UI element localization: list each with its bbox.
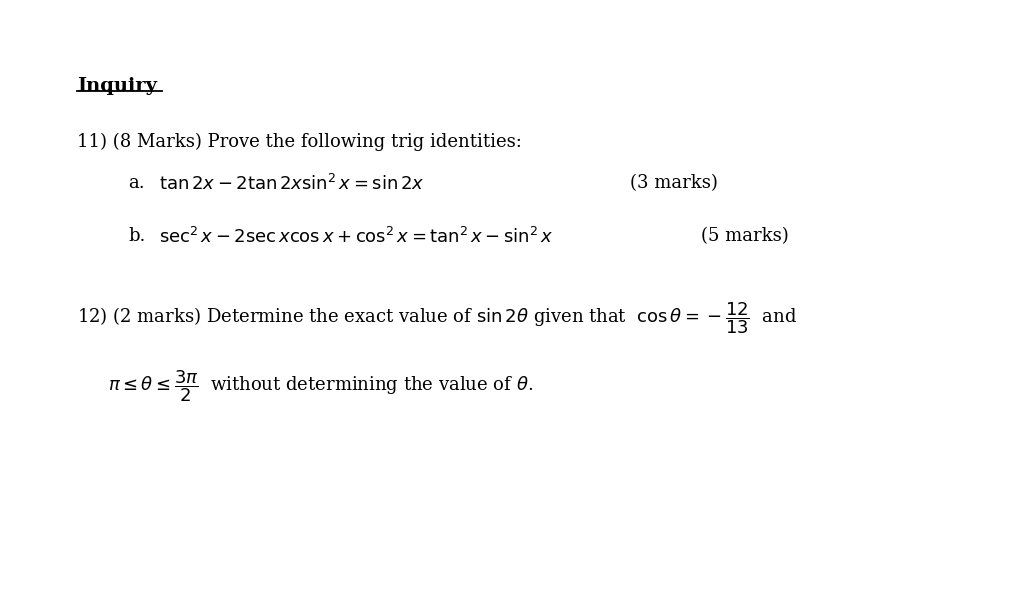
Text: $\sec^2 x - 2\sec x \cos x + \cos^2 x = \tan^2 x - \sin^2 x$: $\sec^2 x - 2\sec x \cos x + \cos^2 x = … [159,227,553,247]
Text: (5 marks): (5 marks) [701,227,790,245]
Text: Inquiry: Inquiry [77,77,157,95]
Text: 12) (2 marks) Determine the exact value of $\sin 2\theta$ given that  $\cos\thet: 12) (2 marks) Determine the exact value … [77,300,797,336]
Text: (3 marks): (3 marks) [630,174,718,192]
Text: 11) (8 Marks) Prove the following trig identities:: 11) (8 Marks) Prove the following trig i… [77,133,521,151]
Text: b.: b. [128,227,145,245]
Text: a.: a. [128,174,144,192]
Text: $\pi \leq \theta \leq \dfrac{3\pi}{2}$  without determining the value of $\theta: $\pi \leq \theta \leq \dfrac{3\pi}{2}$ w… [108,368,532,404]
Text: $\tan 2x - 2\tan 2x\sin^2 x = \sin 2x$: $\tan 2x - 2\tan 2x\sin^2 x = \sin 2x$ [159,174,424,194]
